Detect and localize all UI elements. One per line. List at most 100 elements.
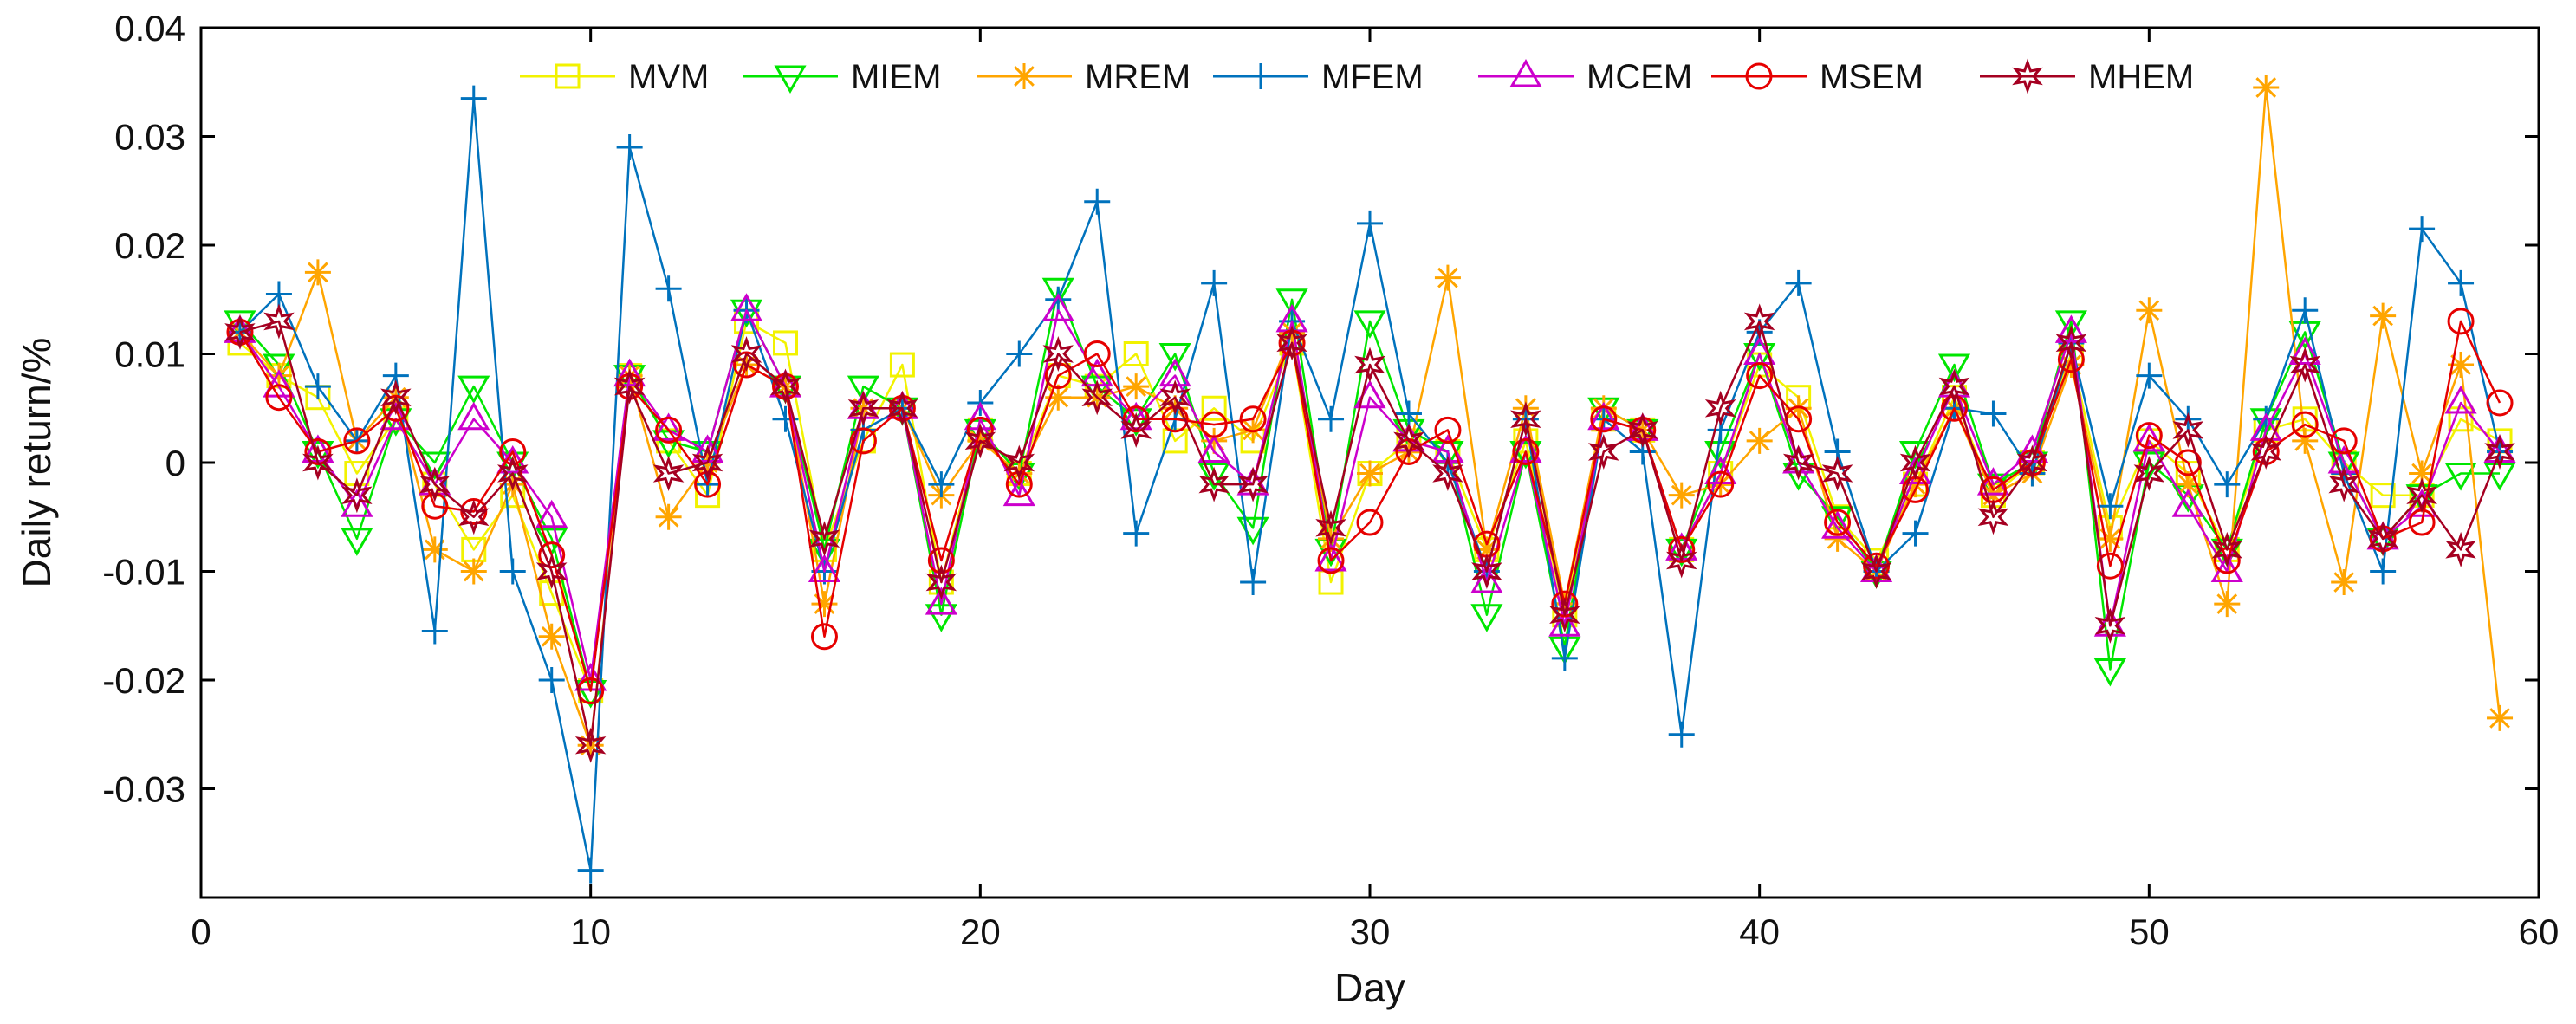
x-tick-label: 10 xyxy=(570,911,611,952)
data-point-mhem xyxy=(1782,444,1814,481)
data-point-miem xyxy=(1041,277,1074,307)
data-point-mhem xyxy=(1276,325,1307,361)
data-point-mhem xyxy=(808,521,840,557)
legend-item-mrem: MREM xyxy=(977,58,1191,96)
data-point-msem xyxy=(1005,470,1033,498)
data-point-mrem xyxy=(2292,427,2319,454)
data-point-mhem xyxy=(2406,477,2437,514)
data-point-msem xyxy=(538,541,566,569)
data-point-msem xyxy=(1707,470,1735,498)
data-point-miem xyxy=(1470,604,1503,632)
legend-label: MSEM xyxy=(1820,58,1924,96)
data-point-mcem xyxy=(1976,467,2010,496)
data-point-mvm xyxy=(773,330,798,356)
data-point-mhem xyxy=(964,423,996,459)
data-point-mhem xyxy=(574,727,607,763)
data-point-msem xyxy=(499,437,527,465)
data-point-miem xyxy=(808,538,841,567)
series-line-msem xyxy=(238,320,2501,692)
data-point-mhem xyxy=(2211,531,2242,567)
data-point-mhem xyxy=(1938,368,1970,405)
data-point-msem xyxy=(927,547,955,574)
data-point-msem xyxy=(1083,340,1111,367)
data-point-msem xyxy=(849,427,877,455)
data-point-mcem xyxy=(1898,456,1932,485)
data-point-msem xyxy=(2135,422,2163,450)
x-tick-label: 30 xyxy=(1350,911,1391,952)
data-point-msem xyxy=(2447,308,2475,335)
data-point-mrem xyxy=(1357,460,1383,487)
data-point-mrem xyxy=(655,503,682,530)
data-point-mhem xyxy=(263,303,295,340)
data-point-mfem xyxy=(2448,269,2475,296)
data-point-msem xyxy=(810,623,838,651)
data-point-mhem xyxy=(1003,444,1035,481)
data-point-mfem xyxy=(2136,362,2163,389)
legend-label: MREM xyxy=(1085,58,1191,96)
data-point-mhem xyxy=(224,314,256,350)
data-point-mrem xyxy=(1668,482,1695,509)
data-point-msem xyxy=(1824,509,1852,536)
data-point-mhem xyxy=(2328,466,2359,502)
data-point-mfem xyxy=(304,373,331,400)
data-point-mhem xyxy=(2055,325,2087,361)
data-point-msem xyxy=(655,416,683,444)
data-point-mfem xyxy=(2292,297,2319,324)
data-point-msem xyxy=(1356,509,1384,536)
y-tick-label: -0.02 xyxy=(102,660,185,701)
data-point-mcem xyxy=(652,412,685,441)
plot-series xyxy=(224,75,2516,884)
data-point-msem xyxy=(2330,427,2358,455)
data-point-mfem xyxy=(2370,558,2397,585)
data-point-mhem xyxy=(1977,499,2009,535)
data-point-msem xyxy=(1200,411,1228,438)
data-point-mhem xyxy=(1198,466,1230,502)
data-point-miem xyxy=(574,680,607,709)
data-point-mrem xyxy=(265,362,292,389)
legend-item-mhem: MHEM xyxy=(1980,58,2194,96)
data-point-mhem xyxy=(1042,335,1074,373)
data-point-miem xyxy=(925,604,957,632)
data-point-miem xyxy=(1197,463,1230,491)
data-point-mhem xyxy=(925,564,957,600)
data-point-mrem xyxy=(460,558,487,585)
data-point-mhem xyxy=(2484,433,2515,470)
legend-marker xyxy=(2012,58,2043,94)
data-point-mfem xyxy=(1084,188,1111,215)
legend-label: MVM xyxy=(628,58,709,96)
data-point-msem xyxy=(2096,552,2124,580)
data-point-mhem xyxy=(769,368,801,405)
legend-item-mfem: MFEM xyxy=(1213,58,1424,96)
data-point-miem xyxy=(457,375,490,405)
legend-label: MHEM xyxy=(2088,58,2194,96)
data-point-mfem xyxy=(1902,520,1929,547)
data-point-miem xyxy=(302,440,334,470)
data-point-msem xyxy=(1590,405,1618,433)
data-point-miem xyxy=(1158,343,1191,372)
data-point-mhem xyxy=(1315,509,1346,546)
data-point-mhem xyxy=(1860,553,1892,590)
data-point-mfem xyxy=(1240,569,1267,596)
data-point-miem xyxy=(341,528,373,556)
data-point-mrem xyxy=(2097,525,2124,552)
data-point-mfem xyxy=(616,134,643,161)
data-point-mfem xyxy=(1006,340,1033,367)
data-point-mfem xyxy=(1980,400,2007,427)
data-point-mvm xyxy=(1201,395,1227,421)
x-tick-label: 50 xyxy=(2129,911,2170,952)
data-point-mhem xyxy=(1120,412,1152,448)
data-point-miem xyxy=(1937,353,1971,383)
data-point-mrem xyxy=(2487,704,2514,731)
data-point-mhem xyxy=(2367,521,2398,557)
data-point-mrem xyxy=(811,591,838,618)
data-point-mfem xyxy=(460,85,487,112)
data-point-msem xyxy=(2174,449,2202,476)
data-point-mrem xyxy=(2448,352,2475,379)
data-point-mhem xyxy=(1665,542,1697,579)
data-point-mrem xyxy=(2331,569,2358,596)
data-point-miem xyxy=(1548,636,1581,665)
data-point-mcem xyxy=(496,444,529,474)
data-point-msem xyxy=(1161,405,1189,433)
data-point-mhem xyxy=(2016,444,2048,481)
data-point-mcem xyxy=(1041,293,1074,321)
